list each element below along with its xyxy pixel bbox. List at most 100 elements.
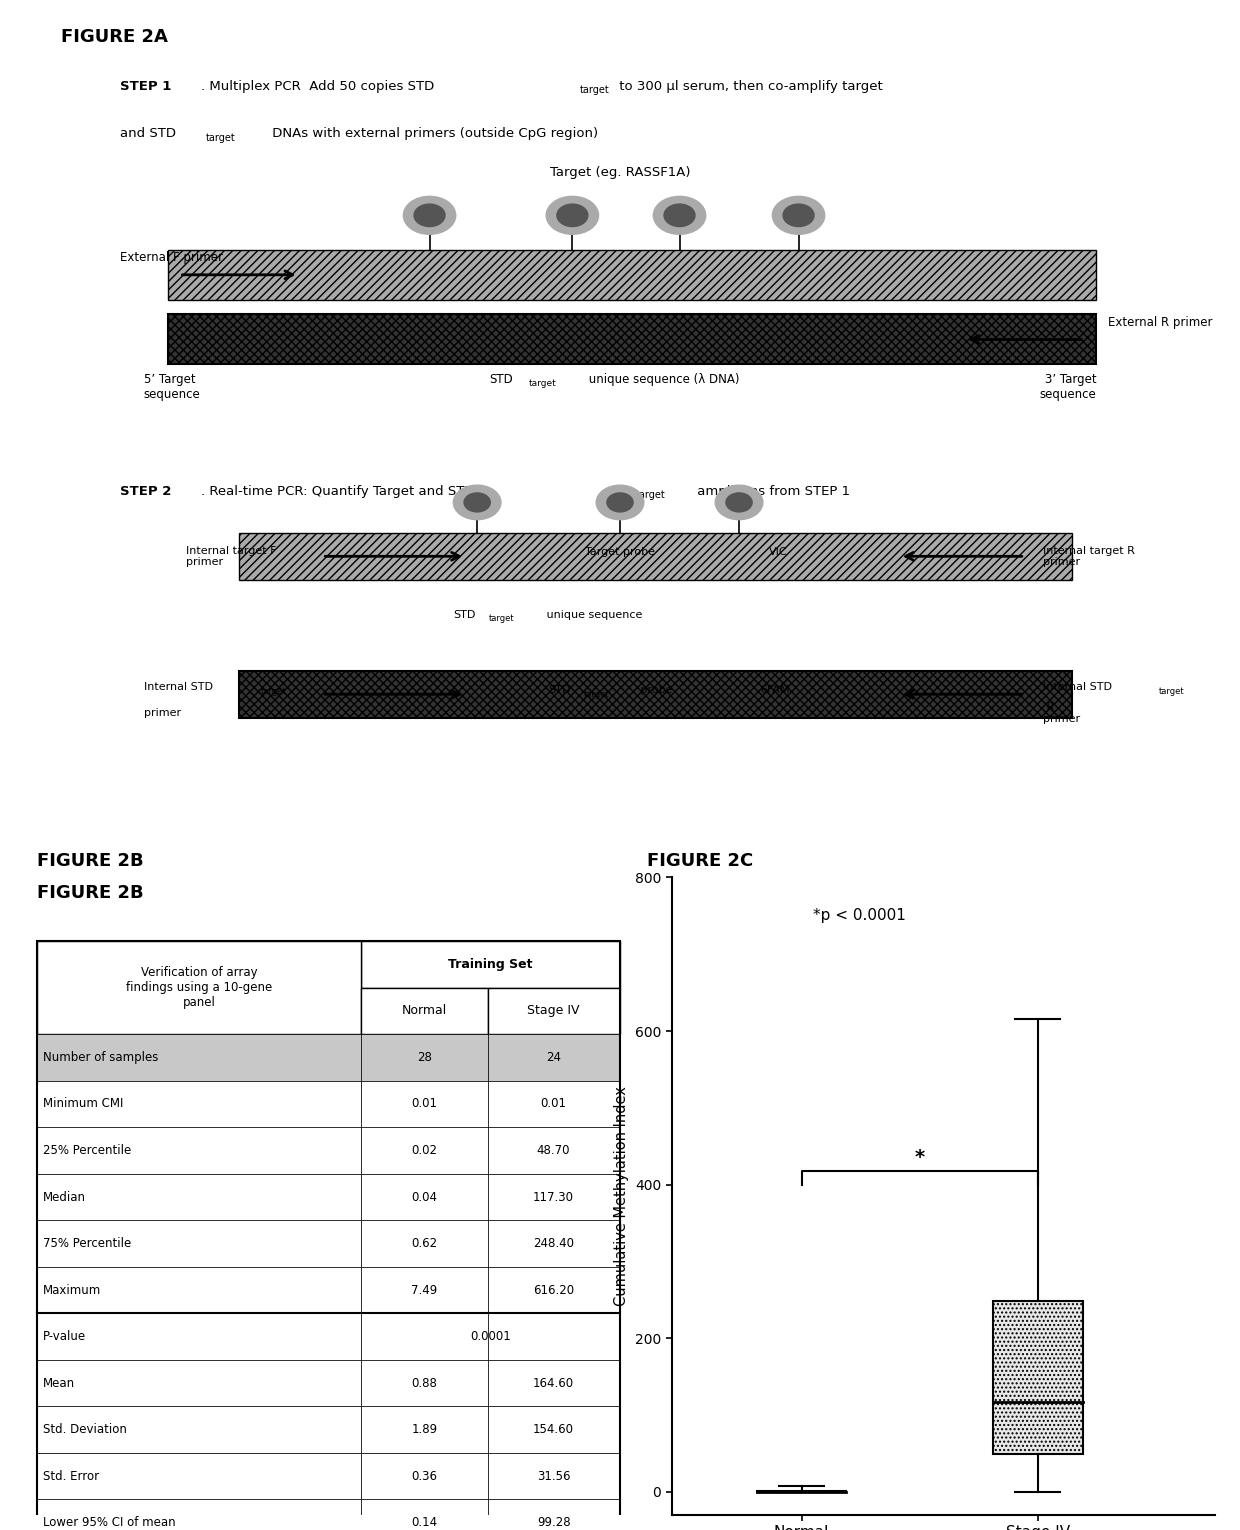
Text: and STD: and STD xyxy=(120,127,176,141)
Circle shape xyxy=(653,196,706,234)
Text: 99.28: 99.28 xyxy=(537,1516,570,1528)
Bar xyxy=(361,1454,487,1499)
Text: FIGURE 2C: FIGURE 2C xyxy=(647,852,753,869)
Text: Verification of array
findings using a 10-gene
panel: Verification of array findings using a 1… xyxy=(126,967,273,1010)
Circle shape xyxy=(784,203,813,226)
Text: 25% Percentile: 25% Percentile xyxy=(43,1144,131,1157)
Bar xyxy=(487,1454,620,1499)
Text: to 300 μl serum, then co-amplify target: to 300 μl serum, then co-amplify target xyxy=(615,80,883,93)
Text: Std. Error: Std. Error xyxy=(43,1470,99,1483)
Text: Maximum: Maximum xyxy=(43,1284,102,1296)
Text: *p < 0.0001: *p < 0.0001 xyxy=(813,909,906,923)
Bar xyxy=(993,1300,1083,1455)
Y-axis label: Cumulative Methylation Index: Cumulative Methylation Index xyxy=(614,1086,629,1307)
Bar xyxy=(361,1267,487,1313)
Text: target: target xyxy=(1159,687,1185,696)
Text: Internal target R
primer: Internal target R primer xyxy=(1043,546,1135,568)
Text: Median: Median xyxy=(43,1190,86,1204)
Text: STEP 1: STEP 1 xyxy=(120,80,171,93)
Bar xyxy=(361,1499,487,1530)
Bar xyxy=(361,1221,487,1267)
FancyBboxPatch shape xyxy=(239,532,1073,580)
Bar xyxy=(361,941,620,988)
Circle shape xyxy=(414,203,445,226)
Text: unique sequence: unique sequence xyxy=(543,610,642,620)
Bar xyxy=(361,1406,487,1454)
Text: 0.0001: 0.0001 xyxy=(470,1330,511,1343)
Bar xyxy=(487,1267,620,1313)
Text: External R primer: External R primer xyxy=(1109,317,1213,329)
Circle shape xyxy=(606,493,634,513)
Text: Target probe: Target probe xyxy=(585,548,655,557)
Text: probe: probe xyxy=(636,685,672,695)
Text: DNAs with external primers (outside CpG region): DNAs with external primers (outside CpG … xyxy=(268,127,598,141)
Text: STD: STD xyxy=(454,610,476,620)
Bar xyxy=(487,1221,620,1267)
Text: 0.02: 0.02 xyxy=(412,1144,438,1157)
Text: primer: primer xyxy=(144,708,181,718)
Bar xyxy=(37,1499,361,1530)
Text: R
primer: R primer xyxy=(1043,702,1080,724)
Text: STD: STD xyxy=(489,373,513,386)
Bar xyxy=(361,1174,487,1221)
Text: Stage IV: Stage IV xyxy=(527,1005,580,1017)
Text: VIC: VIC xyxy=(769,548,787,557)
Text: 48.70: 48.70 xyxy=(537,1144,570,1157)
Bar xyxy=(361,1313,487,1360)
Text: Minimum CMI: Minimum CMI xyxy=(43,1097,123,1111)
Bar xyxy=(487,1499,620,1530)
Text: 0.01: 0.01 xyxy=(412,1097,438,1111)
Text: 164.60: 164.60 xyxy=(533,1377,574,1389)
Bar xyxy=(37,1360,361,1406)
Text: unique sequence (λ DNA): unique sequence (λ DNA) xyxy=(585,373,740,386)
Bar xyxy=(487,1360,620,1406)
Text: 3’ Target
sequence: 3’ Target sequence xyxy=(1039,373,1096,401)
Text: Training Set: Training Set xyxy=(449,958,533,972)
Text: 0.88: 0.88 xyxy=(412,1377,438,1389)
Bar xyxy=(361,1360,487,1406)
Text: 0.04: 0.04 xyxy=(412,1190,438,1204)
Bar xyxy=(487,1313,620,1360)
Bar xyxy=(37,1174,361,1221)
Text: 0.62: 0.62 xyxy=(412,1238,438,1250)
Text: FIGURE 2B: FIGURE 2B xyxy=(37,852,144,869)
Text: 7.49: 7.49 xyxy=(412,1284,438,1296)
Text: target: target xyxy=(260,687,286,696)
Text: 117.30: 117.30 xyxy=(533,1190,574,1204)
Text: 154.60: 154.60 xyxy=(533,1423,574,1437)
FancyBboxPatch shape xyxy=(239,670,1073,718)
FancyBboxPatch shape xyxy=(167,249,1096,300)
Text: STEP 2: STEP 2 xyxy=(120,485,171,499)
Text: Number of samples: Number of samples xyxy=(43,1051,159,1063)
Bar xyxy=(37,1406,361,1454)
Bar xyxy=(37,1221,361,1267)
Text: P-value: P-value xyxy=(43,1330,86,1343)
Text: target: target xyxy=(206,133,236,142)
Text: 5’ Target
sequence: 5’ Target sequence xyxy=(144,373,201,401)
FancyBboxPatch shape xyxy=(167,315,1096,364)
Bar xyxy=(37,941,361,1034)
Circle shape xyxy=(715,485,763,520)
Circle shape xyxy=(665,203,694,226)
Bar xyxy=(37,1267,361,1313)
Circle shape xyxy=(454,485,501,520)
Text: target: target xyxy=(584,690,610,699)
Bar xyxy=(37,1034,361,1080)
Bar xyxy=(37,1128,361,1174)
Bar xyxy=(37,1454,361,1499)
Text: STD: STD xyxy=(548,685,570,695)
Bar xyxy=(37,1313,361,1360)
Bar xyxy=(361,1128,487,1174)
Text: Target (eg. RASSF1A): Target (eg. RASSF1A) xyxy=(549,167,691,179)
Text: FIGURE 2A: FIGURE 2A xyxy=(61,28,167,46)
Text: External F primer: External F primer xyxy=(120,251,223,265)
Bar xyxy=(361,988,487,1034)
Text: 0.14: 0.14 xyxy=(412,1516,438,1528)
Bar xyxy=(487,1128,620,1174)
Text: target: target xyxy=(528,379,556,389)
Bar xyxy=(487,1080,620,1128)
Text: 31.56: 31.56 xyxy=(537,1470,570,1483)
Bar xyxy=(487,1406,620,1454)
Text: target: target xyxy=(635,490,665,500)
Text: 616.20: 616.20 xyxy=(533,1284,574,1296)
